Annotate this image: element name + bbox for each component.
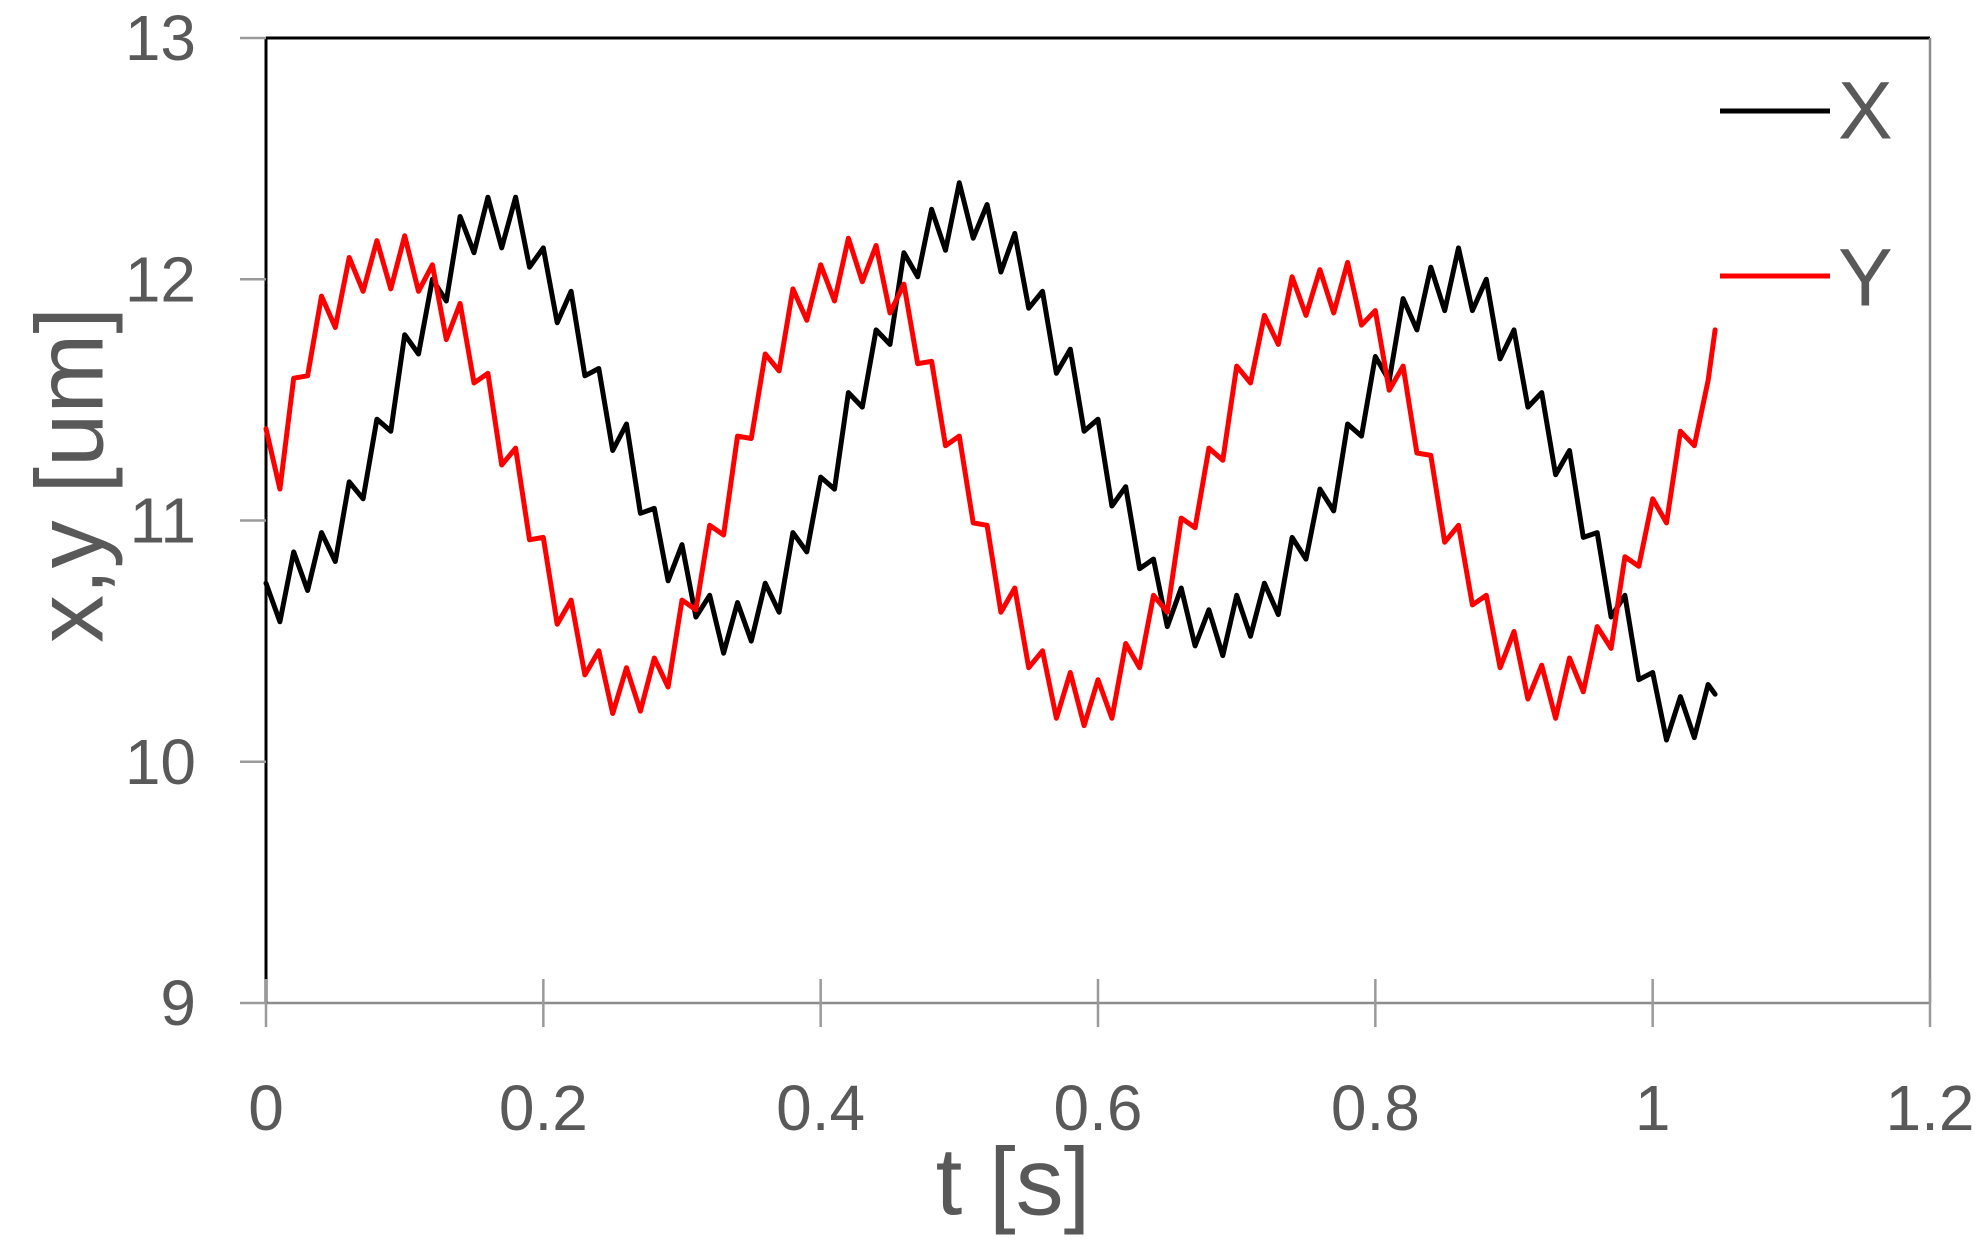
x-tick-label-0.2: 0.2 <box>499 1072 588 1144</box>
series-layer <box>263 180 1718 743</box>
y-tick-label-9: 9 <box>160 967 196 1039</box>
x-tick-label-0.6: 0.6 <box>1054 1072 1143 1144</box>
y-tick-label-11: 11 <box>130 485 196 557</box>
series-x-line <box>263 180 1718 743</box>
plot-frame <box>264 36 1932 1005</box>
series-y-line <box>263 233 1718 729</box>
x-tick-label-1: 1 <box>1635 1072 1671 1144</box>
y-axis-title: x,y [um] <box>17 307 124 643</box>
legend-x-label: X <box>1838 66 1893 157</box>
legend: X Y <box>1720 66 1893 324</box>
x-tick-label-0.8: 0.8 <box>1331 1072 1420 1144</box>
x-tick-label-0.4: 0.4 <box>776 1072 865 1144</box>
x-axis-ticks: 0 0.2 0.4 0.6 0.8 1 1.2 <box>248 979 1974 1144</box>
y-tick-label-10: 10 <box>125 726 196 798</box>
legend-item-x: X <box>1720 66 1893 157</box>
legend-y-label: Y <box>1838 233 1893 324</box>
x-tick-label-0: 0 <box>248 1072 284 1144</box>
legend-item-y: Y <box>1720 233 1893 324</box>
x-axis-title: t [s] <box>936 1129 1091 1236</box>
x-tick-label-1.2: 1.2 <box>1886 1072 1975 1144</box>
y-tick-label-13: 13 <box>125 2 196 74</box>
y-axis-ticks: 9 10 11 12 13 <box>125 2 266 1039</box>
y-tick-label-12: 12 <box>125 243 196 315</box>
